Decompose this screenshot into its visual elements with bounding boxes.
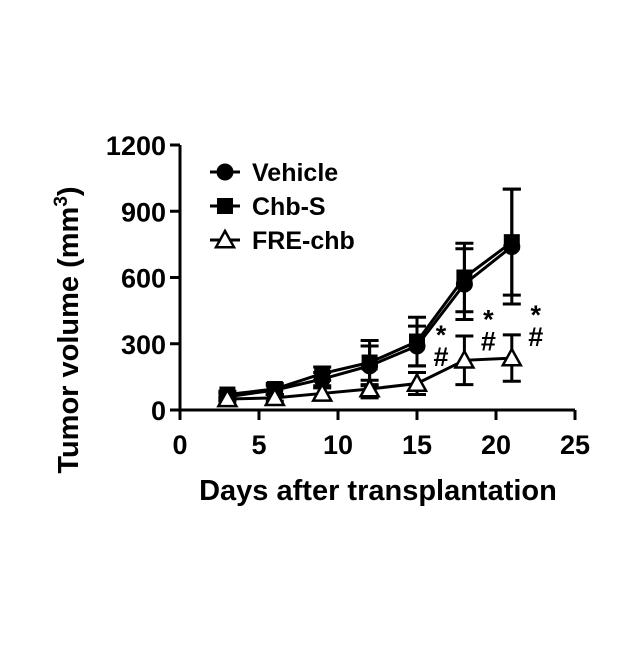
y-axis-label: Tumor volume (mm3) (51, 186, 85, 473)
x-axis-label: Days after transplantation (199, 475, 557, 507)
y-axis-label-close: ) (53, 186, 85, 196)
annotation-mark: # (528, 322, 543, 352)
x-tick-label: 25 (560, 430, 590, 460)
data-point (362, 355, 378, 371)
legend-marker (217, 198, 233, 214)
legend-label: Chb-S (252, 193, 326, 221)
legend-marker (217, 164, 233, 180)
series-markers (218, 234, 520, 406)
legend-label: FRE-chb (252, 227, 355, 255)
annotation-mark: # (433, 342, 448, 372)
data-point (504, 234, 520, 250)
legend-label: Vehicle (252, 159, 338, 187)
data-point (409, 334, 425, 350)
y-axis-ticks: 0 300 600 900 1200 (106, 131, 180, 426)
x-tick-label: 10 (323, 430, 353, 460)
y-axis-label-main: Tumor volume (mm (53, 207, 85, 474)
x-tick-label: 5 (251, 430, 266, 460)
data-point (456, 270, 472, 286)
annotation-mark: # (481, 326, 496, 356)
y-axis-label-superscript: 3 (51, 196, 72, 207)
legend: Vehicle Chb-S FRE-chb (210, 159, 355, 255)
data-point (314, 366, 330, 382)
y-tick-label: 900 (121, 197, 166, 227)
y-tick-label: 1200 (106, 131, 166, 161)
y-tick-label: 0 (151, 396, 166, 426)
y-tick-label: 600 (121, 264, 166, 294)
x-axis-ticks: 0 5 10 15 20 25 (172, 410, 590, 460)
data-point (408, 375, 426, 391)
y-tick-label: 300 (121, 330, 166, 360)
x-tick-label: 15 (402, 430, 432, 460)
x-tick-label: 0 (172, 430, 187, 460)
significance-annotations: *#*#*# (433, 300, 543, 372)
x-tick-label: 20 (481, 430, 511, 460)
